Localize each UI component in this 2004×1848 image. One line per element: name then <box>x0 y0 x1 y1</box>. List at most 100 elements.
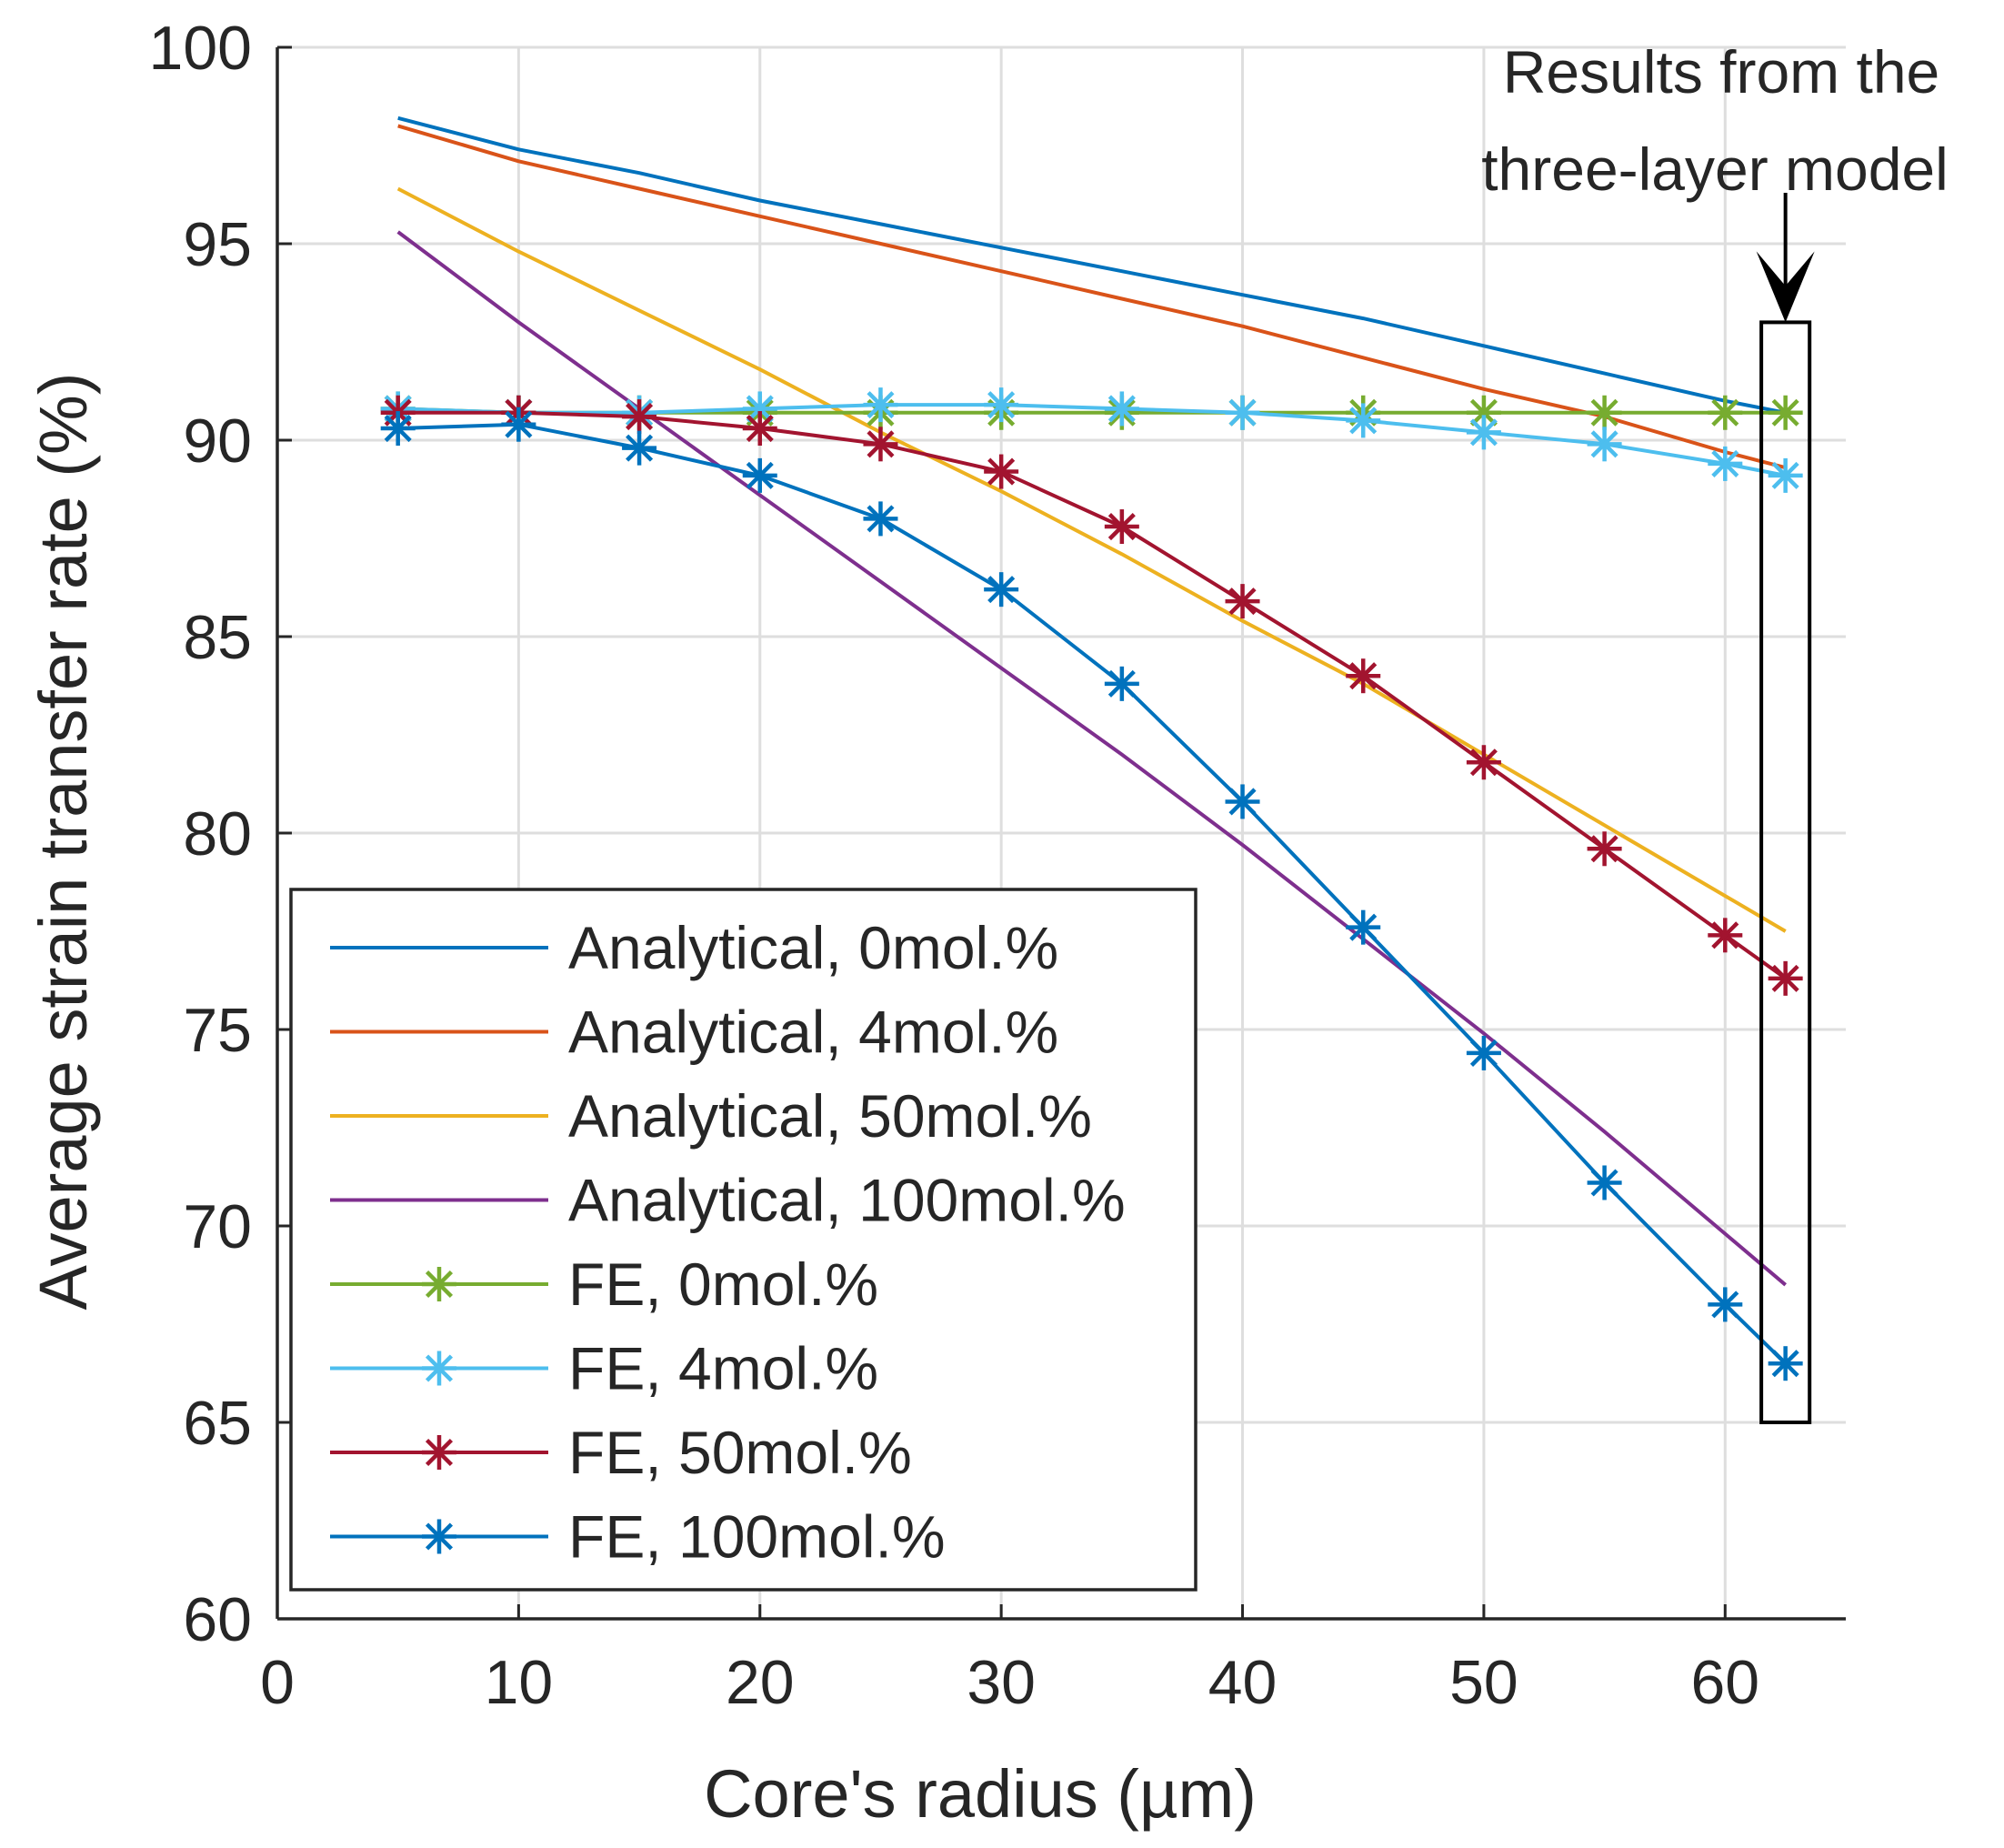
marker-stroke <box>1711 449 1739 477</box>
legend-label: Analytical, 50mol.% <box>568 1082 1092 1150</box>
y-axis-label: Average strain transfer rate (%) <box>25 373 101 1311</box>
data-point <box>1346 658 1381 694</box>
data-point <box>1225 584 1260 619</box>
marker-stroke <box>1771 398 1799 427</box>
data-point <box>1587 1165 1622 1200</box>
y-tick-label: 60 <box>183 1585 252 1654</box>
series-4 <box>380 391 1803 430</box>
marker-stroke <box>746 395 774 423</box>
data-point <box>984 387 1019 423</box>
marker-stroke <box>425 1438 454 1467</box>
marker-stroke <box>746 415 774 443</box>
legend-box <box>289 888 1197 1592</box>
data-point <box>1768 457 1803 493</box>
data-point <box>1466 395 1501 430</box>
legend-entry: Analytical, 50mol.% <box>330 1082 1092 1150</box>
marker-stroke <box>1590 835 1618 863</box>
x-tick-label: 60 <box>1690 1648 1759 1717</box>
y-tick-label: 70 <box>183 1192 252 1261</box>
legend: Analytical, 0mol.% Analytical, 4mol.% Anal… <box>289 888 1197 1592</box>
legend-marker <box>422 1435 456 1470</box>
marker-stroke <box>1107 669 1136 698</box>
marker-stroke <box>425 1270 454 1299</box>
data-point <box>1768 395 1803 430</box>
data-point <box>1708 918 1743 953</box>
data-point <box>1708 446 1743 481</box>
marker-stroke <box>1771 461 1799 489</box>
data-point <box>1466 745 1501 780</box>
marker-stroke <box>1228 398 1257 427</box>
data-point <box>863 427 898 462</box>
data-point <box>984 572 1019 608</box>
marker-stroke <box>987 576 1016 604</box>
marker-stroke <box>1107 513 1136 541</box>
legend-label: Analytical, 4mol.% <box>568 999 1058 1066</box>
tick-labels: 0 10 20 30 40 50 60 60 65 70 75 80 85 90 95 100 <box>149 14 1760 1717</box>
x-tick-label: 10 <box>485 1648 554 1717</box>
x-tick-label: 20 <box>726 1648 795 1717</box>
data-point <box>742 391 777 427</box>
marker-stroke <box>867 391 895 419</box>
series-line <box>397 116 1787 415</box>
legend-label: Analytical, 0mol.% <box>568 914 1058 981</box>
marker-stroke <box>425 1354 454 1382</box>
marker-stroke <box>1711 398 1739 427</box>
marker-stroke <box>746 461 774 489</box>
data-point <box>622 430 657 466</box>
marker-stroke <box>1228 588 1257 616</box>
data-point <box>1466 1035 1501 1070</box>
annotation: Results from the three-layer model <box>1481 38 1949 1424</box>
series-6 <box>380 395 1803 996</box>
data-point <box>1587 395 1622 430</box>
data-point <box>1708 1287 1743 1322</box>
legend-label: FE, 50mol.% <box>568 1419 912 1486</box>
data-point <box>984 454 1019 489</box>
data-point <box>742 411 777 447</box>
data-point <box>742 457 777 493</box>
x-tick-label: 40 <box>1208 1648 1278 1717</box>
marker-stroke <box>1469 1039 1498 1067</box>
y-tick-label: 100 <box>149 14 252 83</box>
data-point <box>1104 666 1139 701</box>
legend-entry: FE, 50mol.% <box>330 1419 912 1486</box>
marker-stroke <box>1590 430 1618 458</box>
marker-stroke <box>626 434 654 462</box>
series-0 <box>397 116 1787 415</box>
data-point <box>1587 427 1622 462</box>
legend-label: FE, 100mol.% <box>568 1503 946 1571</box>
legend-entry: FE, 0mol.% <box>330 1250 878 1318</box>
data-point <box>1225 784 1260 819</box>
legend-entry: Analytical, 0mol.% <box>330 914 1058 981</box>
marker-stroke <box>1349 662 1378 690</box>
marker-stroke <box>987 391 1016 419</box>
legend-label: Analytical, 100mol.% <box>568 1167 1126 1234</box>
y-tick-label: 65 <box>183 1389 252 1458</box>
legend-label: FE, 0mol.% <box>568 1250 878 1318</box>
marker-stroke <box>1711 1291 1739 1319</box>
data-point <box>863 501 898 537</box>
data-point <box>1768 960 1803 996</box>
marker-stroke <box>1469 418 1498 447</box>
series-7 <box>380 407 1803 1381</box>
x-tick-label: 30 <box>967 1648 1036 1717</box>
data-point <box>1768 1346 1803 1381</box>
marker-stroke <box>1107 395 1136 423</box>
annotation-line-2: three-layer model <box>1481 136 1949 203</box>
legend-label: FE, 4mol.% <box>568 1335 878 1402</box>
annotation-line-1: Results from the <box>1503 38 1940 105</box>
data-point <box>1104 509 1139 545</box>
marker-stroke <box>1469 398 1498 427</box>
data-point <box>1104 391 1139 427</box>
marker-stroke <box>867 430 895 458</box>
marker-stroke <box>987 457 1016 486</box>
marker-stroke <box>626 403 654 431</box>
legend-marker <box>422 1519 456 1554</box>
data-point <box>501 407 536 442</box>
x-tick-label: 0 <box>260 1648 295 1717</box>
y-tick-label: 90 <box>183 407 252 476</box>
marker-stroke <box>1590 1169 1618 1197</box>
x-tick-label: 50 <box>1449 1648 1518 1717</box>
data-point <box>1466 415 1501 450</box>
series-line <box>396 186 1787 933</box>
data-point <box>1708 395 1743 430</box>
